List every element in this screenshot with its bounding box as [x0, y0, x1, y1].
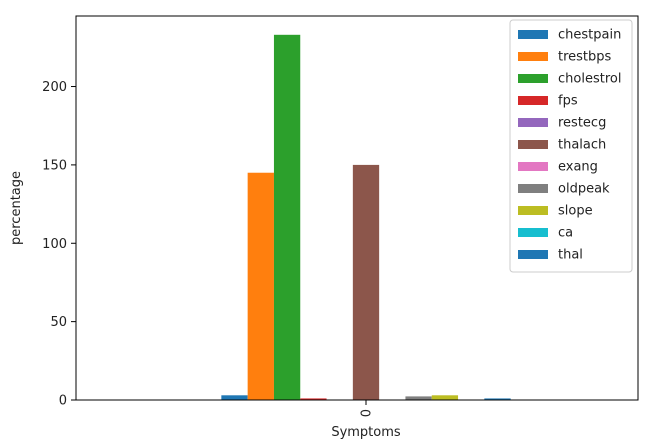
bars-group — [221, 34, 511, 400]
plot-frame — [75, 15, 639, 401]
bar-trestbps — [247, 172, 274, 400]
x-ticks-group: 0 — [360, 400, 375, 417]
legend-swatch-cholestrol — [518, 74, 548, 83]
bar-thal — [484, 398, 511, 400]
bar-fps — [300, 398, 327, 400]
y-tick-label: 50 — [50, 315, 67, 330]
legend-swatch-exang — [518, 162, 548, 171]
legend-swatch-trestbps — [518, 52, 548, 61]
y-tick-label: 200 — [42, 80, 67, 95]
y-tick-label: 150 — [42, 158, 67, 173]
bar-thalach — [352, 164, 380, 400]
legend-label-ca: ca — [558, 226, 573, 241]
legend-swatch-ca — [518, 228, 548, 237]
legend-label-trestbps: trestbps — [558, 50, 612, 65]
bar-slope — [431, 395, 459, 400]
legend-label-slope: slope — [558, 204, 593, 219]
axes-group — [75, 15, 639, 401]
legend-label-thalach: thalach — [558, 138, 606, 153]
legend-label-thal: thal — [558, 248, 583, 263]
x-axis-label: Symptoms — [331, 425, 401, 440]
bar-chestpain — [221, 395, 248, 400]
legend: chestpain trestbps cholestrol fps restecg tha… — [509, 19, 633, 273]
legend-swatch-fps — [518, 96, 548, 105]
legend-swatch-oldpeak — [518, 184, 548, 193]
legend-swatch-chestpain — [518, 30, 548, 39]
legend-label-oldpeak: oldpeak — [558, 182, 610, 197]
legend-label-cholestrol: cholestrol — [558, 72, 621, 87]
y-axis-label: percentage — [9, 171, 24, 245]
legend-swatch-slope — [518, 206, 548, 215]
legend-swatch-thalach — [518, 140, 548, 149]
legend-label-fps: fps — [558, 94, 578, 109]
bar-cholestrol — [273, 34, 301, 400]
x-tick-label: 0 — [360, 409, 375, 417]
legend-swatch-restecg — [518, 118, 548, 127]
legend-label-chestpain: chestpain — [558, 28, 621, 43]
legend-swatch-thal — [518, 250, 548, 259]
legend-label-exang: exang — [558, 160, 598, 175]
y-ticks-group: 0 50 100 150 200 — [42, 80, 76, 409]
legend-label-restecg: restecg — [558, 116, 606, 131]
y-tick-label: 0 — [59, 394, 67, 409]
bar-oldpeak — [405, 396, 432, 400]
y-tick-label: 100 — [42, 237, 67, 252]
